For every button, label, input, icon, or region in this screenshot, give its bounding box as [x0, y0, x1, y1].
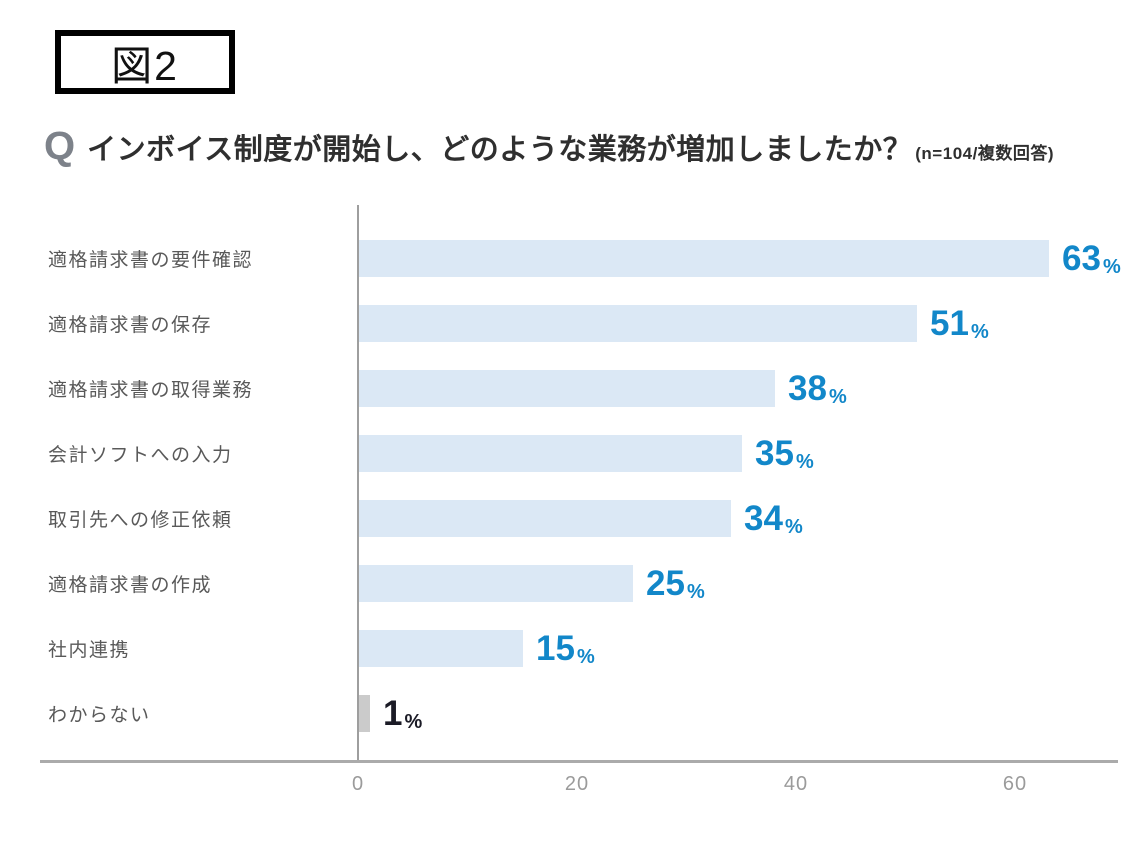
value-number: 51: [930, 303, 969, 343]
category-label: 社内連携: [48, 640, 131, 661]
value-label: 63%: [1062, 237, 1121, 279]
chart-row: 社内連携 15%: [0, 630, 1143, 667]
value-unit: %: [1102, 256, 1121, 278]
category-label: 会計ソフトへの入力: [48, 445, 233, 466]
y-axis-line: [357, 205, 359, 761]
bar: [359, 630, 523, 667]
question-icon: Q: [44, 124, 76, 168]
value-number: 1: [383, 693, 403, 733]
bar: [359, 370, 775, 407]
category-label: 適格請求書の作成: [48, 575, 213, 596]
question-row: Q インボイス制度が開始し、どのような業務が増加しましたか？ (n=104/複数…: [44, 126, 1134, 168]
value-label: 35%: [755, 432, 814, 474]
bar: [359, 435, 742, 472]
x-tick-label: 20: [564, 773, 590, 795]
chart-row: 適格請求書の保存 51%: [0, 305, 1143, 342]
bar: [359, 695, 370, 732]
figure-label-box: 図2: [55, 30, 235, 94]
figure-label: 図2: [111, 43, 179, 89]
value-label: 38%: [788, 367, 847, 409]
chart-row: 適格請求書の作成 25%: [0, 565, 1143, 602]
chart-row: 適格請求書の要件確認 63%: [0, 240, 1143, 277]
value-label: 15%: [536, 627, 595, 669]
category-label: 適格請求書の取得業務: [48, 380, 254, 401]
chart-row: 取引先への修正依頼 34%: [0, 500, 1143, 537]
question-title: インボイス制度が開始し、どのような業務が増加しましたか？: [87, 134, 913, 166]
category-label: 適格請求書の保存: [48, 315, 213, 336]
value-number: 15: [536, 628, 575, 668]
value-unit: %: [686, 581, 705, 603]
bar: [359, 565, 633, 602]
value-unit: %: [784, 516, 803, 538]
value-unit: %: [576, 646, 595, 668]
value-label: 34%: [744, 497, 803, 539]
value-unit: %: [795, 451, 814, 473]
bar: [359, 305, 917, 342]
x-axis-line: [40, 760, 1118, 763]
x-tick-label: 0: [351, 773, 365, 795]
bar: [359, 500, 731, 537]
bar: [359, 240, 1049, 277]
chart-row: 会計ソフトへの入力 35%: [0, 435, 1143, 472]
value-unit: %: [970, 321, 989, 343]
value-number: 63: [1062, 238, 1101, 278]
x-tick-label: 60: [1002, 773, 1028, 795]
category-label: わからない: [48, 705, 151, 726]
value-unit: %: [828, 386, 847, 408]
chart-row: わからない 1%: [0, 695, 1143, 732]
value-number: 34: [744, 498, 783, 538]
value-number: 38: [788, 368, 827, 408]
chart-row: 適格請求書の取得業務 38%: [0, 370, 1143, 407]
question-sample-note: (n=104/複数回答): [915, 144, 1054, 163]
value-label: 25%: [646, 562, 705, 604]
value-unit: %: [404, 711, 423, 733]
value-label: 51%: [930, 302, 989, 344]
value-number: 35: [755, 433, 794, 473]
value-label: 1%: [383, 692, 422, 734]
value-number: 25: [646, 563, 685, 603]
x-tick-label: 40: [783, 773, 809, 795]
category-label: 取引先への修正依頼: [48, 510, 233, 531]
category-label: 適格請求書の要件確認: [48, 250, 254, 271]
